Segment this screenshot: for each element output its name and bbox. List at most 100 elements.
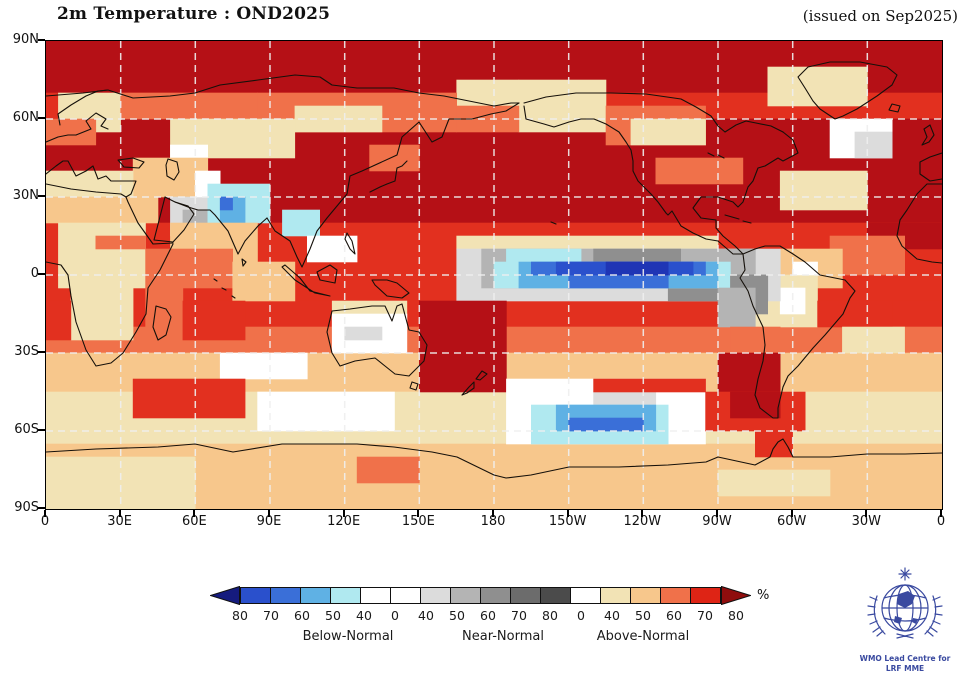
lat-tick — [38, 507, 45, 509]
colorbar-segment — [240, 587, 271, 604]
coastline — [46, 74, 520, 107]
lat-tick-label: 60N — [12, 110, 39, 125]
lon-tick-label: 180 — [480, 514, 506, 529]
colorbar-segment — [480, 587, 511, 604]
colorbar-tick-label: 50 — [325, 608, 341, 623]
lon-tick-label: 60W — [776, 514, 807, 529]
colorbar-segment — [510, 587, 541, 604]
coastline — [344, 232, 356, 255]
colorbar-segment — [300, 587, 331, 604]
coastline — [75, 112, 109, 136]
coastline — [523, 105, 744, 255]
below-normal-label: Below-Normal — [302, 629, 394, 644]
wmo-logo: WMO Lead Centre for LRF MME — [846, 566, 964, 674]
lon-tick — [193, 510, 196, 517]
wmo-globe-emblem-icon — [867, 567, 943, 639]
map-frame — [45, 40, 943, 510]
colorbar: % — [210, 586, 769, 605]
colorbar-segment — [600, 587, 631, 604]
lon-tick — [492, 510, 494, 517]
coastline — [164, 196, 268, 255]
colorbar-segments — [240, 587, 721, 604]
colorbar-tick-label: 60 — [294, 608, 310, 623]
coastline — [281, 264, 331, 297]
lon-tick-label: 120E — [327, 514, 361, 529]
coastline — [707, 152, 725, 159]
colorbar-tick-label: 80 — [232, 608, 248, 623]
colorbar-tick-label: 50 — [449, 608, 465, 623]
colorbar-tick-label: 50 — [635, 608, 651, 623]
colorbar-segment — [630, 587, 661, 604]
lat-tick-label: 0 — [30, 266, 39, 281]
coastline — [46, 134, 77, 143]
coastline — [409, 381, 419, 391]
lat-tick — [38, 39, 45, 41]
colorbar-tick-label: 40 — [356, 608, 372, 623]
lat-tick-label: 90S — [14, 500, 39, 515]
colorbar-right-arrow-icon — [721, 586, 751, 605]
lon-tick — [118, 510, 121, 517]
colorbar-tick-label: 60 — [480, 608, 496, 623]
colorbar-segment — [570, 587, 601, 604]
lat-tick — [38, 351, 45, 353]
issued-date-label: (issued on Sep2025) — [802, 7, 958, 25]
colorbar-tick-label: 0 — [577, 608, 585, 623]
colorbar-tick-label: 70 — [511, 608, 527, 623]
colorbar-segment — [390, 587, 421, 604]
lat-tick-label: 30N — [12, 188, 39, 203]
lon-tick-label: 30W — [851, 514, 882, 529]
lon-tick-label: 0 — [936, 514, 946, 529]
colorbar-segment — [420, 587, 451, 604]
coastline — [266, 102, 520, 268]
lon-tick — [44, 510, 46, 517]
coastline — [797, 61, 898, 120]
lon-tick — [865, 510, 868, 517]
lat-tick-label: 30S — [14, 344, 39, 359]
coastline — [117, 157, 145, 169]
coastline — [213, 221, 557, 299]
above-normal-label: Above-Normal — [596, 629, 690, 644]
lon-tick — [940, 510, 942, 517]
colorbar-tick-label: 70 — [263, 608, 279, 623]
colorbar-tick-label: 80 — [542, 608, 558, 623]
coastline — [241, 258, 247, 267]
lon-tick-label: 90E — [256, 514, 282, 529]
coastline — [46, 160, 137, 198]
colorbar-tick-label: 40 — [604, 608, 620, 623]
colorbar-segment — [330, 587, 361, 604]
lon-tick-label: 60E — [181, 514, 207, 529]
coastline — [888, 103, 901, 113]
lon-tick-label: 120W — [623, 514, 662, 529]
colorbar-segment — [270, 587, 301, 604]
colorbar-tick-label: 80 — [728, 608, 744, 623]
percent-unit-label: % — [757, 588, 770, 603]
colorbar-segment — [540, 587, 571, 604]
coastline — [475, 370, 488, 381]
coastline — [46, 243, 174, 367]
logo-text-line1: WMO Lead Centre for — [859, 654, 951, 663]
coastline — [326, 303, 428, 377]
colorbar-tick-label: 0 — [391, 608, 399, 623]
lon-tick-label: 30E — [107, 514, 133, 529]
coastline — [461, 381, 475, 396]
colorbar-segment — [450, 587, 481, 604]
coastline — [316, 264, 338, 284]
lon-tick — [641, 510, 644, 517]
coastline — [369, 160, 408, 193]
coastline — [57, 89, 109, 126]
coastline — [919, 152, 942, 182]
coastline — [692, 131, 799, 255]
page-title: 2m Temperature : OND2025 — [57, 4, 331, 24]
coastline — [371, 279, 410, 299]
colorbar-left-arrow-icon — [210, 586, 240, 605]
lon-tick-label: 150W — [548, 514, 587, 529]
lon-tick — [417, 510, 420, 517]
lon-tick — [790, 510, 793, 517]
colorbar-tick-label: 70 — [697, 608, 713, 623]
coastline — [896, 183, 942, 264]
colorbar-tick-label: 40 — [418, 608, 434, 623]
forecast-map — [46, 41, 942, 509]
colorbar-segment — [360, 587, 391, 604]
coastline — [921, 124, 935, 146]
